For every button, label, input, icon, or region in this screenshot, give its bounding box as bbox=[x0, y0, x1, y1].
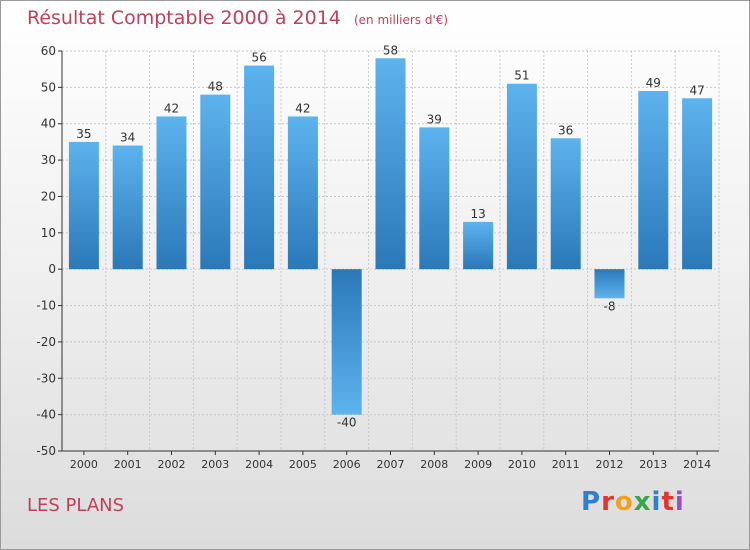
chart-unit: (en milliers d'€) bbox=[353, 13, 449, 27]
logo-letter: P bbox=[581, 487, 602, 517]
y-tick-label: 10 bbox=[41, 226, 56, 240]
bar-value-label: 42 bbox=[295, 101, 310, 115]
bar bbox=[375, 58, 406, 270]
chart-title-row: Résultat Comptable 2000 à 2014 (en milli… bbox=[27, 7, 448, 29]
proxiti-logo: Proxiti bbox=[581, 487, 685, 517]
bar-value-label: 39 bbox=[427, 112, 442, 126]
bar bbox=[463, 221, 494, 270]
y-tick-label: 40 bbox=[41, 117, 56, 131]
logo-letter: i bbox=[651, 487, 662, 517]
x-tick-label: 2012 bbox=[596, 458, 624, 471]
bar bbox=[419, 127, 450, 270]
bar-value-label: 49 bbox=[646, 76, 661, 90]
y-tick-label: -20 bbox=[36, 335, 56, 349]
y-tick-label: -40 bbox=[36, 408, 56, 422]
bar-value-label: 35 bbox=[76, 127, 91, 141]
y-tick-label: 60 bbox=[41, 44, 56, 58]
bar bbox=[200, 94, 231, 270]
y-tick-label: -50 bbox=[36, 444, 56, 458]
bar-value-label: -40 bbox=[337, 416, 357, 430]
y-tick-label: 0 bbox=[48, 262, 56, 276]
x-tick-label: 2003 bbox=[201, 458, 229, 471]
y-tick-label: 50 bbox=[41, 80, 56, 94]
commune-name: LES PLANS bbox=[27, 495, 125, 516]
bar bbox=[68, 141, 99, 270]
logo-letter: r bbox=[601, 487, 615, 517]
x-tick-label: 2011 bbox=[552, 458, 580, 471]
x-tick-label: 2010 bbox=[508, 458, 536, 471]
bar bbox=[244, 65, 275, 270]
label-layer: 35 34 42 48 56 42 -40 58 39 13 51 36 -8 49 47 bbox=[76, 43, 704, 429]
x-tick-label: 2014 bbox=[683, 458, 711, 471]
bar-value-label: 48 bbox=[208, 80, 223, 94]
x-tick-label: 2002 bbox=[158, 458, 186, 471]
bar-value-label: 36 bbox=[558, 123, 573, 137]
x-tick-label: 2008 bbox=[420, 458, 448, 471]
bar-value-label: 51 bbox=[514, 69, 529, 83]
bar-layer bbox=[68, 58, 713, 415]
bar-value-label: 13 bbox=[470, 207, 485, 221]
x-tick-label: 2013 bbox=[639, 458, 667, 471]
bar-value-label: 58 bbox=[383, 43, 398, 57]
y-tick-label: -30 bbox=[36, 371, 56, 385]
x-tick-label: 2006 bbox=[333, 458, 361, 471]
bar bbox=[506, 83, 537, 270]
x-tick-label: 2009 bbox=[464, 458, 492, 471]
logo-letter: o bbox=[614, 487, 634, 517]
bar-value-label: 56 bbox=[251, 51, 266, 65]
chart-title: Résultat Comptable 2000 à 2014 bbox=[27, 7, 341, 29]
logo-letter: x bbox=[633, 487, 652, 517]
logo-letter: t bbox=[661, 487, 675, 517]
bar-value-label: -8 bbox=[604, 299, 616, 313]
bar bbox=[331, 269, 362, 415]
y-tick-label: 30 bbox=[41, 153, 56, 167]
x-tick-label: 2004 bbox=[245, 458, 273, 471]
bar-value-label: 47 bbox=[689, 83, 704, 97]
y-tick-label: -10 bbox=[36, 299, 56, 313]
bar bbox=[594, 269, 625, 299]
bar-value-label: 42 bbox=[164, 101, 179, 115]
x-tick-label: 2007 bbox=[377, 458, 405, 471]
bar bbox=[682, 98, 713, 270]
bar bbox=[156, 116, 187, 270]
bar bbox=[112, 145, 143, 270]
bar bbox=[287, 116, 318, 270]
bar bbox=[638, 91, 669, 270]
x-tick-label: 2005 bbox=[289, 458, 317, 471]
bar-value-label: 34 bbox=[120, 131, 135, 145]
y-tick-label: 20 bbox=[41, 189, 56, 203]
x-tick-label: 2001 bbox=[114, 458, 142, 471]
x-tick-label: 2000 bbox=[70, 458, 98, 471]
logo-letter: i bbox=[674, 487, 685, 517]
bar bbox=[550, 138, 581, 270]
